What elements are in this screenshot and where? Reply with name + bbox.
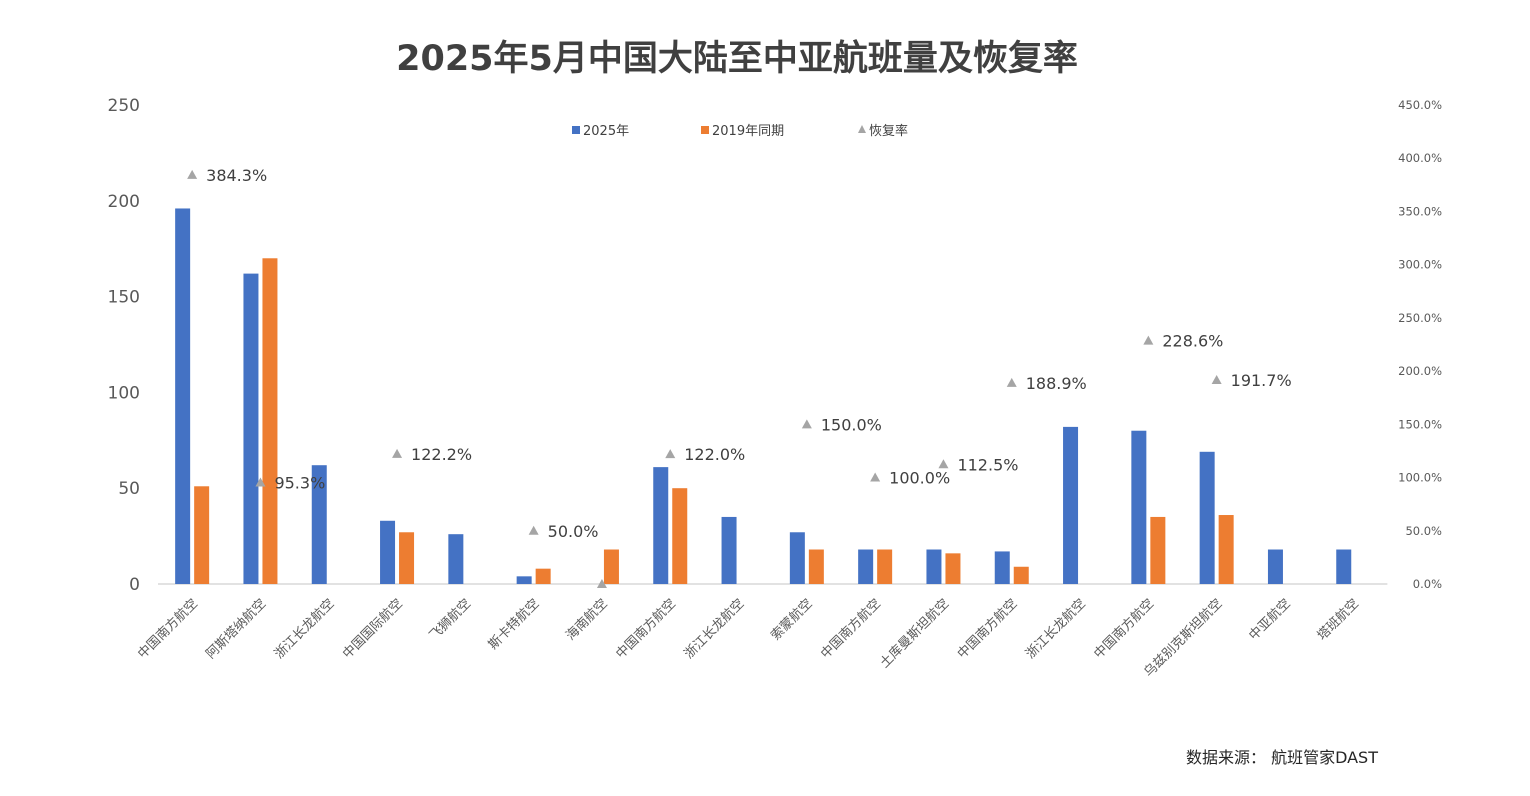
- legend-swatch: [572, 126, 580, 134]
- y2-tick-label: 250.0%: [1398, 311, 1442, 325]
- rate-marker: [1143, 335, 1154, 345]
- rate-marker: [801, 419, 812, 429]
- rate-data-label: 122.0%: [684, 445, 745, 464]
- bar-2025: [1199, 451, 1215, 584]
- x-tick-label: 浙江长龙航空: [271, 596, 337, 662]
- x-tick-label: 中国南方航空: [134, 596, 200, 662]
- y-tick-label: 200: [108, 192, 140, 212]
- rate-data-label: 191.7%: [1231, 371, 1292, 390]
- bar-2019: [1150, 516, 1166, 584]
- rate-data-label: 188.9%: [1026, 374, 1087, 393]
- rate-data-label: 50.0%: [548, 522, 599, 541]
- y2-tick-label: 200.0%: [1398, 364, 1442, 378]
- rate-marker: [870, 472, 881, 482]
- y-tick-label: 0: [129, 575, 140, 595]
- legend: 2025年 2019年同期 恢复率: [572, 123, 908, 139]
- legend-swatch: [701, 126, 709, 134]
- legend-swatch: [858, 125, 866, 133]
- bars: [175, 208, 1352, 585]
- rate-marker: [596, 579, 607, 588]
- y2-tick-label: 100.0%: [1398, 471, 1442, 485]
- rate-data-label: 150.0%: [821, 415, 882, 434]
- bar-2025: [721, 516, 737, 584]
- x-tick-label: 中国南方航空: [613, 596, 679, 662]
- rate-data-label: 384.3%: [206, 166, 267, 185]
- bar-2019: [535, 568, 551, 584]
- bar-2025: [243, 273, 259, 584]
- rate-marker: [392, 448, 403, 458]
- rate-data-label: 112.5%: [957, 455, 1018, 474]
- x-tick-label: 中国南方航空: [817, 596, 883, 662]
- bar-2019: [194, 486, 210, 584]
- bar-2019: [672, 488, 688, 584]
- bar-2019: [603, 549, 619, 584]
- y2-tick-label: 0.0%: [1413, 577, 1442, 591]
- rate-marker: [1211, 374, 1222, 384]
- bar-2019: [808, 549, 824, 584]
- x-tick-label: 浙江长龙航空: [1022, 596, 1088, 662]
- bar-2019: [945, 553, 961, 584]
- bar-2019: [1013, 566, 1029, 584]
- rate-data-label: 95.3%: [274, 474, 325, 493]
- rate-marker: [255, 477, 266, 487]
- y-tick-label: 100: [108, 383, 140, 403]
- y2-tick-label: 400.0%: [1398, 151, 1442, 165]
- bar-2025: [311, 465, 327, 584]
- y2-tick-label: 450.0%: [1398, 98, 1442, 112]
- rate-data-label: 228.6%: [1162, 332, 1223, 351]
- x-tick-label: 阿斯塔纳航空: [203, 596, 269, 662]
- rate-data-label: 122.2%: [411, 445, 472, 464]
- rate-marker: [187, 169, 198, 179]
- x-tick-label: 海南航空: [563, 596, 611, 644]
- bar-2025: [858, 549, 874, 584]
- bar-2025: [1131, 430, 1147, 584]
- bar-2025: [789, 532, 805, 584]
- bar-2025: [175, 208, 191, 585]
- bar-2019: [262, 258, 278, 584]
- x-tick-label: 浙江长龙航空: [681, 596, 747, 662]
- bar-2019: [877, 549, 893, 584]
- legend-label: 2019年同期: [712, 124, 784, 139]
- x-tick-label: 中国南方航空: [1091, 596, 1157, 662]
- x-tick-label: 索蒙航空: [768, 596, 816, 644]
- bar-2025: [1063, 426, 1079, 584]
- bar-2019: [1218, 515, 1234, 584]
- x-tick-label: 斯卡特航空: [485, 596, 542, 653]
- rate-marker: [528, 525, 539, 535]
- y-tick-label: 50: [118, 479, 140, 499]
- bar-2025: [1267, 549, 1283, 584]
- legend-label: 2025年: [583, 124, 629, 139]
- bar-2025: [1336, 549, 1352, 584]
- y2-tick-label: 350.0%: [1398, 204, 1442, 218]
- source-note: 数据来源： 航班管家DAST: [1186, 748, 1378, 767]
- x-tick-label: 中国南方航空: [954, 596, 1020, 662]
- rate-marker: [1006, 377, 1017, 387]
- x-tick-label: 飞狮航空: [426, 596, 474, 644]
- legend-label: 恢复率: [869, 123, 908, 139]
- rate-markers: 384.3% 95.3% 122.2% 50.0% 122.0% 150.0% 100.0%…: [187, 166, 1292, 588]
- y2-tick-label: 50.0%: [1405, 524, 1442, 538]
- bar-2025: [994, 551, 1010, 584]
- x-tick-label: 中国国际航空: [339, 596, 405, 662]
- bar-2025: [516, 576, 532, 584]
- rate-marker: [938, 459, 949, 469]
- y-tick-label: 250: [108, 96, 140, 116]
- bar-2025: [380, 520, 396, 584]
- rate-marker: [665, 449, 676, 459]
- bar-2019: [399, 532, 415, 584]
- bar-2025: [653, 467, 669, 584]
- y2-tick-label: 300.0%: [1398, 258, 1442, 272]
- y2-tick-label: 150.0%: [1398, 417, 1442, 431]
- bar-2025: [926, 549, 942, 584]
- bar-2025: [448, 534, 464, 584]
- x-tick-label: 土库曼斯坦航空: [877, 596, 953, 672]
- x-tick-label: 塔班航空: [1314, 596, 1362, 644]
- rate-data-label: 100.0%: [889, 469, 950, 488]
- x-tick-label: 中亚航空: [1246, 596, 1294, 644]
- chart-title: 2025年5月中国大陆至中亚航班量及恢复率: [396, 38, 1078, 79]
- y-tick-label: 150: [108, 288, 140, 308]
